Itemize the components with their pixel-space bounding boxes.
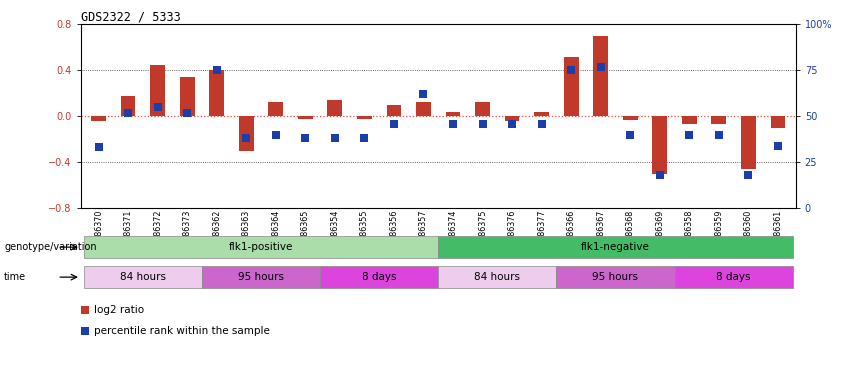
Text: 84 hours: 84 hours	[120, 272, 166, 282]
Bar	[682, 116, 697, 124]
Point	[712, 132, 726, 138]
Bar	[534, 112, 549, 116]
Bar	[741, 116, 756, 169]
Point	[239, 135, 253, 141]
Bar	[268, 102, 283, 116]
Bar	[239, 116, 254, 151]
Point	[299, 135, 312, 141]
Point	[292, 0, 306, 4]
Point	[387, 121, 401, 127]
Text: genotype/variation: genotype/variation	[4, 242, 97, 252]
Bar	[202, 266, 320, 288]
Bar	[675, 266, 793, 288]
Text: 84 hours: 84 hours	[474, 272, 520, 282]
Bar	[151, 64, 165, 116]
Point	[505, 121, 519, 127]
Bar	[438, 266, 557, 288]
Bar	[328, 100, 342, 116]
Bar	[557, 266, 675, 288]
Text: log2 ratio: log2 ratio	[94, 305, 145, 315]
Text: time: time	[4, 272, 26, 282]
Point	[653, 172, 666, 178]
Point	[741, 172, 755, 178]
Bar	[770, 116, 785, 128]
Bar	[320, 266, 438, 288]
Point	[476, 121, 489, 127]
Bar	[446, 112, 460, 116]
Point	[417, 91, 431, 97]
Point	[564, 68, 578, 74]
Point	[357, 135, 371, 141]
Point	[328, 135, 342, 141]
Text: 95 hours: 95 hours	[238, 272, 284, 282]
Bar	[438, 236, 793, 258]
Point	[269, 132, 283, 138]
Bar	[180, 77, 195, 116]
Bar	[564, 57, 579, 116]
Bar	[91, 116, 106, 121]
Bar	[298, 116, 312, 118]
Bar	[475, 102, 490, 116]
Point	[534, 121, 548, 127]
Text: flk1-positive: flk1-positive	[229, 242, 294, 252]
Bar	[83, 236, 438, 258]
Bar	[357, 116, 372, 118]
Text: GDS2322 / 5333: GDS2322 / 5333	[81, 10, 180, 23]
Point	[151, 104, 164, 110]
Text: percentile rank within the sample: percentile rank within the sample	[94, 326, 271, 336]
Bar	[593, 36, 608, 116]
Bar	[121, 96, 135, 116]
Point	[624, 132, 637, 138]
Bar	[711, 116, 726, 124]
Point	[683, 132, 696, 138]
Text: 8 days: 8 days	[717, 272, 751, 282]
Bar	[83, 266, 202, 288]
Bar	[416, 102, 431, 116]
Point	[122, 110, 135, 116]
Text: 8 days: 8 days	[362, 272, 397, 282]
Bar	[653, 116, 667, 174]
Point	[446, 121, 460, 127]
Point	[180, 110, 194, 116]
Point	[92, 144, 106, 150]
Text: 95 hours: 95 hours	[592, 272, 638, 282]
Point	[292, 194, 306, 200]
Bar	[505, 116, 519, 121]
Point	[771, 142, 785, 148]
Bar	[386, 105, 402, 116]
Bar	[209, 70, 224, 116]
Point	[594, 64, 608, 70]
Text: flk1-negative: flk1-negative	[581, 242, 650, 252]
Bar	[623, 116, 637, 120]
Point	[210, 68, 224, 74]
